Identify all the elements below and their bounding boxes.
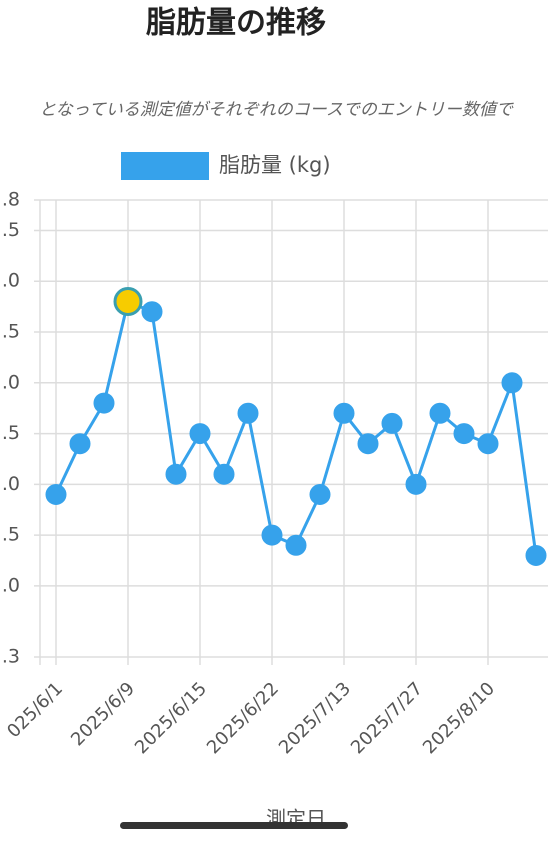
y-tick-label: .8 xyxy=(2,189,20,211)
legend-label: 脂肪量 (kg) xyxy=(219,153,331,177)
point xyxy=(285,534,307,556)
y-tick-label: .0 xyxy=(2,371,20,393)
point xyxy=(165,463,187,485)
x-tick-label: 2025/6/22 xyxy=(203,678,283,758)
point xyxy=(333,402,355,424)
legend-swatch xyxy=(121,152,209,180)
point xyxy=(525,544,547,566)
y-tick-label: .5 xyxy=(2,219,20,241)
point xyxy=(261,524,283,546)
point xyxy=(45,484,67,506)
y-tick-label: .5 xyxy=(2,524,20,546)
point xyxy=(357,433,379,455)
y-tick-label: .5 xyxy=(2,422,20,444)
chart-title: 脂肪量の推移 xyxy=(146,6,326,41)
x-tick-label: 2025/6/9 xyxy=(67,678,139,750)
point xyxy=(93,392,115,414)
y-tick-label: .3 xyxy=(2,646,20,668)
point xyxy=(309,484,331,506)
point xyxy=(69,433,91,455)
point xyxy=(477,433,499,455)
point xyxy=(501,372,523,394)
x-tick-label: 025/6/1 xyxy=(3,678,67,742)
chart-subtitle: となっている測定値がそれぞれのコースでのエントリー数値で xyxy=(39,100,514,120)
y-tick-label: .0 xyxy=(2,473,20,495)
point xyxy=(189,423,211,445)
point xyxy=(429,402,451,424)
y-tick-label: .0 xyxy=(2,270,20,292)
x-tick-label: 2025/8/10 xyxy=(419,678,499,758)
y-tick-label: .5 xyxy=(2,321,20,343)
point xyxy=(237,402,259,424)
point xyxy=(405,473,427,495)
point xyxy=(213,463,235,485)
highlight-point xyxy=(113,287,143,317)
x-tick-label: 2025/7/13 xyxy=(275,678,355,758)
point xyxy=(381,412,403,434)
y-tick-label: .0 xyxy=(2,574,20,596)
point xyxy=(141,301,163,323)
x-tick-label: 2025/7/27 xyxy=(347,678,427,758)
point xyxy=(453,423,475,445)
x-tick-label: 2025/6/15 xyxy=(131,678,211,758)
home-indicator xyxy=(120,822,348,829)
